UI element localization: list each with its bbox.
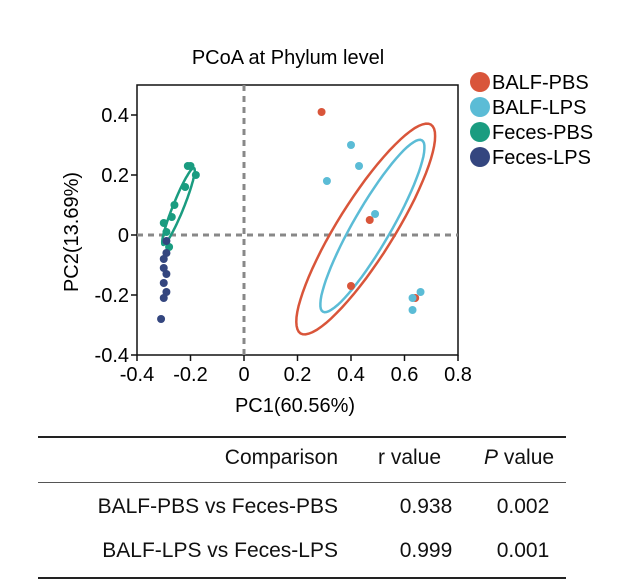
y-tick-label: -0.2: [95, 285, 129, 307]
legend-marker-balf-pbs: [470, 72, 490, 92]
x-tick-label: 0: [238, 364, 249, 386]
data-point-feces-pbs: [162, 228, 171, 236]
data-point-feces-pbs: [170, 201, 179, 209]
y-tick-label: 0.2: [101, 165, 129, 187]
data-point-feces-lps: [159, 279, 168, 287]
data-point-balf-pbs: [365, 216, 374, 224]
data-point-feces-lps: [157, 315, 166, 323]
y-axis-label: PC2(13.69%): [61, 172, 83, 292]
data-point-feces-lps: [162, 237, 171, 245]
data-point-feces-pbs: [186, 162, 195, 170]
row-p-value: 0.001: [496, 539, 550, 562]
legend-marker-balf-lps: [470, 97, 490, 117]
comparison-table: Comparison r value P value BALF-PBS vs F…: [38, 436, 566, 579]
table-header-rule: [38, 482, 566, 483]
chart-title: PCoA at Phylum level: [192, 47, 384, 69]
legend-label: BALF-PBS: [492, 72, 589, 94]
data-point-feces-pbs: [181, 183, 190, 191]
data-point-balf-lps: [347, 141, 355, 149]
data-point-feces-pbs: [165, 243, 174, 251]
data-point-feces-lps: [162, 288, 171, 296]
x-tick-label: 0.2: [284, 364, 312, 386]
data-point-feces-pbs: [159, 219, 168, 227]
data-point-balf-lps: [408, 306, 417, 314]
legend-marker-feces-pbs: [470, 122, 490, 142]
y-tick-label: 0: [118, 225, 129, 247]
header-r-value: r value: [378, 446, 442, 469]
legend-marker-feces-lps: [470, 147, 490, 167]
y-tick-label: -0.4: [95, 345, 129, 367]
row-comparison: BALF-PBS vs Feces-PBS: [97, 495, 338, 518]
data-point-balf-lps: [416, 288, 425, 296]
legend-label: Feces-LPS: [492, 147, 591, 169]
row-r-value: 0.999: [399, 539, 453, 562]
confidence-ellipse-balf-pbs: [295, 122, 437, 336]
header-p-rest: value: [498, 446, 555, 469]
confidence-ellipse-balf-lps: [319, 138, 426, 314]
x-tick-label: 0.4: [337, 364, 365, 386]
data-point-balf-lps: [322, 177, 331, 185]
table-row: BALF-LPS vs Feces-LPS 0.999 0.001: [38, 531, 566, 575]
data-point-balf-lps: [408, 294, 417, 302]
data-point-balf-lps: [355, 162, 364, 170]
legend-label: Feces-PBS: [492, 122, 593, 144]
table-header-row: Comparison r value P value: [38, 438, 566, 482]
table-top-rule: [38, 436, 566, 438]
row-r-value: 0.938: [399, 495, 453, 518]
legend-label: BALF-LPS: [492, 97, 586, 119]
header-p-letter: P: [484, 446, 499, 469]
x-tick-label: 0.8: [444, 364, 472, 386]
data-point-feces-lps: [162, 249, 171, 257]
table-row: BALF-PBS vs Feces-PBS 0.938 0.002: [38, 487, 566, 531]
row-comparison: BALF-LPS vs Feces-LPS: [102, 539, 338, 562]
data-point-balf-pbs: [347, 282, 355, 290]
header-p-value: P value: [484, 446, 554, 470]
data-point-feces-lps: [159, 264, 168, 272]
row-p-value: 0.002: [496, 495, 550, 518]
data-point-balf-pbs: [317, 108, 326, 116]
data-point-feces-lps: [159, 294, 168, 302]
y-tick-label: 0.4: [101, 105, 129, 127]
data-point-feces-pbs: [167, 213, 176, 221]
data-point-balf-lps: [371, 210, 380, 218]
pcoa-chart: PCoA at Phylum level PC2(13.69%) PC1(60.…: [61, 47, 593, 417]
x-axis-label: PC1(60.56%): [235, 395, 355, 417]
data-point-feces-pbs: [191, 171, 200, 179]
x-tick-label: 0.6: [391, 364, 419, 386]
data-point-feces-lps: [162, 270, 171, 278]
data-point-feces-lps: [159, 255, 168, 263]
x-tick-label: -0.2: [173, 364, 207, 386]
header-comparison: Comparison: [224, 446, 338, 469]
x-tick-label: -0.4: [120, 364, 154, 386]
